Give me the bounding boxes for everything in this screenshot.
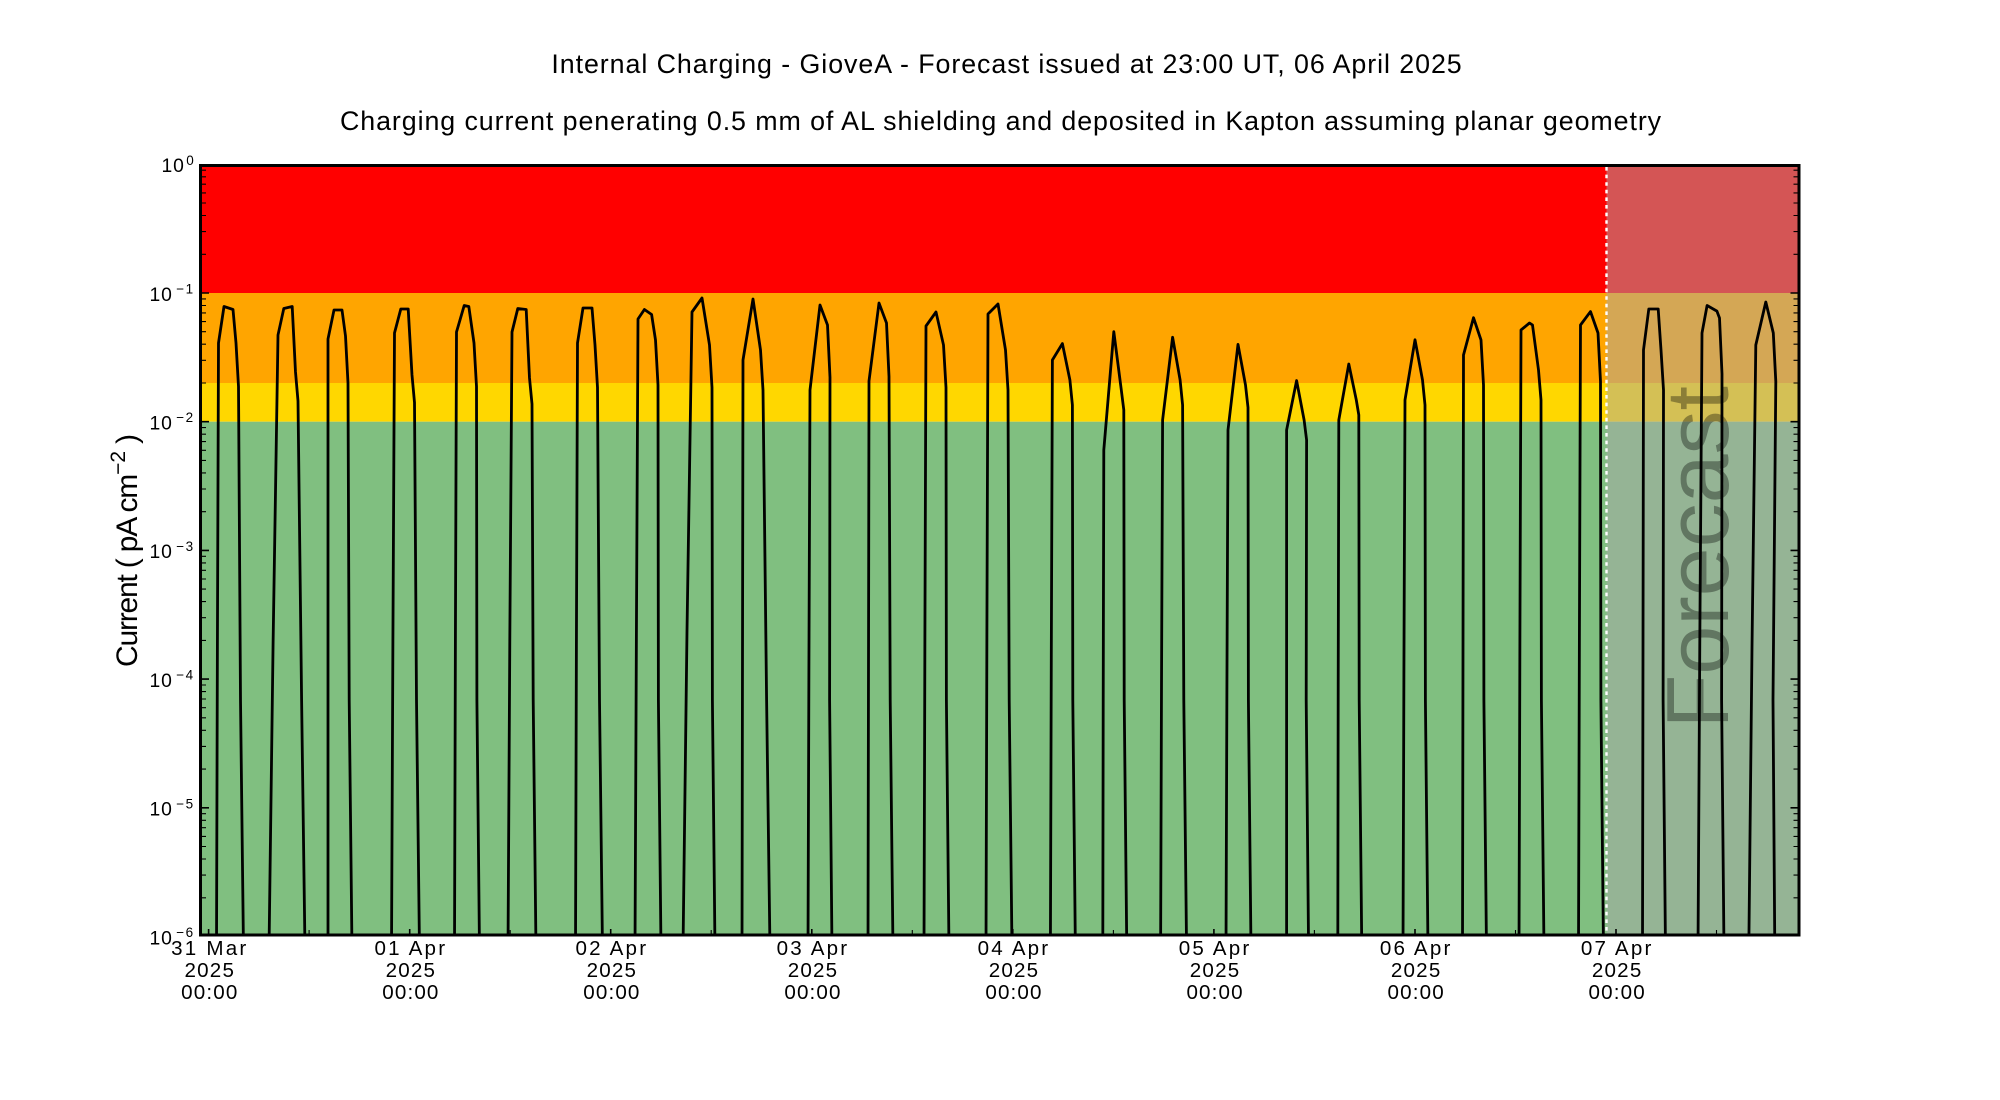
- svg-text:07 Apr: 07 Apr: [1581, 937, 1654, 960]
- svg-text:02 Apr: 02 Apr: [576, 937, 649, 960]
- svg-text:2025: 2025: [184, 959, 235, 982]
- svg-text:00:00: 00:00: [784, 981, 841, 1004]
- svg-text:10: 10: [149, 542, 172, 563]
- svg-text:00:00: 00:00: [985, 981, 1042, 1004]
- svg-text:31 Mar: 31 Mar: [171, 937, 248, 960]
- svg-text:04 Apr: 04 Apr: [978, 937, 1051, 960]
- svg-text:2025: 2025: [587, 959, 638, 982]
- svg-text:2025: 2025: [1190, 959, 1241, 982]
- svg-text:Internal Charging - GioveA - F: Internal Charging - GioveA - Forecast is…: [551, 49, 1462, 79]
- svg-text:2025: 2025: [386, 959, 437, 982]
- svg-text:00:00: 00:00: [1589, 981, 1646, 1004]
- svg-text:00:00: 00:00: [382, 981, 439, 1004]
- svg-text:10: 10: [161, 156, 184, 177]
- svg-text:10: 10: [149, 671, 172, 692]
- svg-text:−6: −6: [176, 925, 194, 940]
- svg-text:00:00: 00:00: [1388, 981, 1445, 1004]
- svg-text:Charging current penerating 0.: Charging current penerating 0.5 mm of AL…: [340, 106, 1662, 136]
- svg-text:00:00: 00:00: [1186, 981, 1243, 1004]
- svg-text:01 Apr: 01 Apr: [375, 937, 448, 960]
- svg-text:2025: 2025: [989, 959, 1040, 982]
- svg-text:−1: −1: [176, 282, 194, 297]
- svg-text:−5: −5: [176, 796, 194, 811]
- svg-text:00:00: 00:00: [583, 981, 640, 1004]
- svg-text:10: 10: [149, 285, 172, 306]
- svg-text:−4: −4: [176, 668, 194, 683]
- svg-text:06 Apr: 06 Apr: [1380, 937, 1453, 960]
- svg-text:2025: 2025: [788, 959, 839, 982]
- svg-text:10: 10: [149, 928, 172, 949]
- svg-text:−2: −2: [176, 410, 194, 425]
- svg-text:05 Apr: 05 Apr: [1179, 937, 1252, 960]
- svg-text:03 Apr: 03 Apr: [777, 937, 850, 960]
- svg-text:2025: 2025: [1391, 959, 1442, 982]
- svg-text:10: 10: [149, 414, 172, 435]
- svg-text:2025: 2025: [1592, 959, 1643, 982]
- svg-text:0: 0: [186, 153, 195, 168]
- svg-text:−3: −3: [176, 539, 194, 554]
- svg-text:00:00: 00:00: [181, 981, 238, 1004]
- svg-text:10: 10: [149, 800, 172, 821]
